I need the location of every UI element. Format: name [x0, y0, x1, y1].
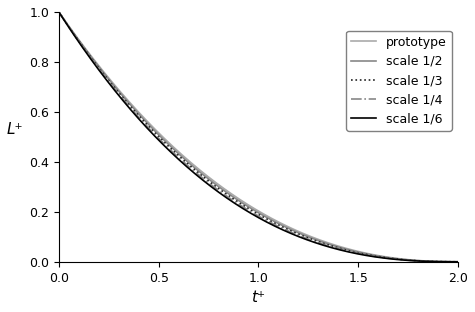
scale 1/2: [455, 260, 461, 264]
scale 1/3: [294, 232, 299, 235]
prototype: [455, 260, 461, 264]
prototype: [246, 203, 251, 207]
scale 1/4: [56, 10, 62, 14]
scale 1/3: [455, 260, 461, 264]
scale 1/6: [246, 210, 251, 214]
scale 1/2: [56, 10, 62, 14]
scale 1/6: [446, 260, 451, 264]
prototype: [294, 229, 299, 232]
scale 1/6: [383, 256, 389, 260]
scale 1/3: [272, 222, 278, 225]
prototype: [272, 218, 278, 222]
scale 1/2: [248, 207, 254, 210]
scale 1/6: [272, 224, 278, 228]
scale 1/3: [246, 207, 251, 210]
prototype: [446, 260, 451, 264]
scale 1/6: [56, 10, 62, 14]
Line: scale 1/6: scale 1/6: [59, 12, 458, 262]
scale 1/6: [248, 212, 254, 215]
Legend: prototype, scale 1/2, scale 1/3, scale 1/4, scale 1/6: prototype, scale 1/2, scale 1/3, scale 1…: [346, 31, 452, 131]
prototype: [56, 10, 62, 14]
Line: scale 1/2: scale 1/2: [59, 12, 458, 262]
scale 1/3: [446, 260, 451, 264]
scale 1/2: [383, 256, 389, 259]
scale 1/4: [294, 233, 299, 236]
scale 1/4: [246, 208, 251, 212]
scale 1/6: [294, 234, 299, 238]
scale 1/3: [56, 10, 62, 14]
X-axis label: t⁺: t⁺: [251, 290, 266, 305]
prototype: [383, 255, 389, 259]
scale 1/4: [455, 260, 461, 264]
Line: scale 1/3: scale 1/3: [59, 12, 458, 262]
Y-axis label: L⁺: L⁺: [7, 122, 23, 137]
scale 1/2: [272, 220, 278, 224]
scale 1/2: [294, 230, 299, 234]
scale 1/2: [446, 260, 451, 264]
prototype: [248, 205, 254, 208]
scale 1/4: [383, 256, 389, 260]
scale 1/4: [446, 260, 451, 264]
scale 1/6: [455, 260, 461, 264]
scale 1/2: [246, 205, 251, 209]
scale 1/4: [248, 210, 254, 213]
scale 1/3: [383, 256, 389, 260]
scale 1/3: [248, 208, 254, 212]
Line: prototype: prototype: [59, 12, 458, 262]
Line: scale 1/4: scale 1/4: [59, 12, 458, 262]
scale 1/4: [272, 223, 278, 227]
